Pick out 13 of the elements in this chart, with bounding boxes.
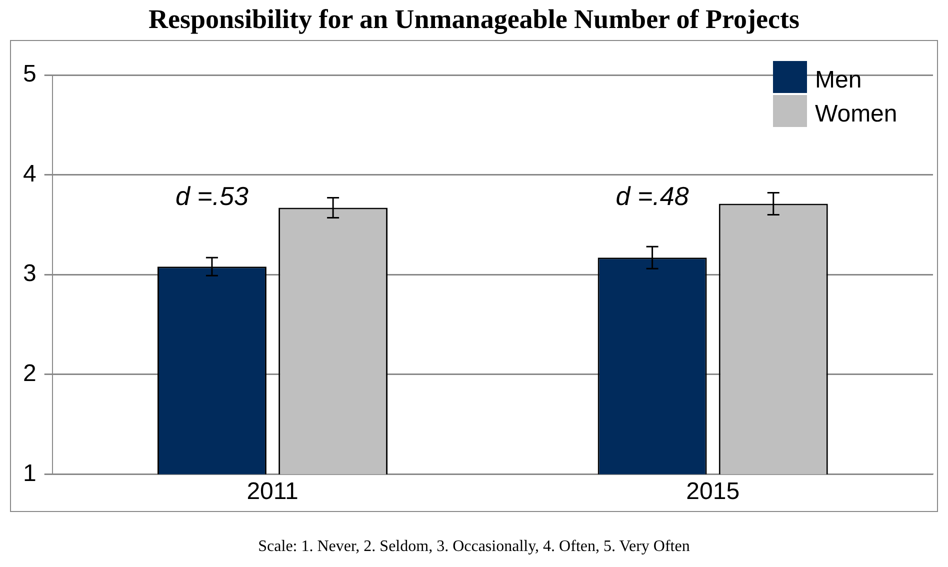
annotation: d =.48	[616, 180, 690, 211]
y-tick-label: 2	[22, 360, 36, 388]
y-tick-label: 3	[22, 260, 36, 288]
y-tick-label: 1	[22, 460, 36, 487]
y-tick-label: 4	[22, 160, 36, 188]
legend-label: Men	[815, 66, 862, 94]
annotation: d =.53	[175, 180, 250, 211]
text: Scale: 1. Never, 2. Seldom, 3. Occasionally, 4. Often, 5. Very Often	[257, 538, 691, 556]
x-tick-label: 2011	[246, 478, 298, 506]
y-tick-label: 5	[22, 60, 36, 88]
legend-label: Women	[815, 100, 898, 128]
x-tick-label: 2015	[686, 478, 740, 506]
chart-title: Responsibility for an Unmanageable Number of Projects	[148, 4, 800, 35]
